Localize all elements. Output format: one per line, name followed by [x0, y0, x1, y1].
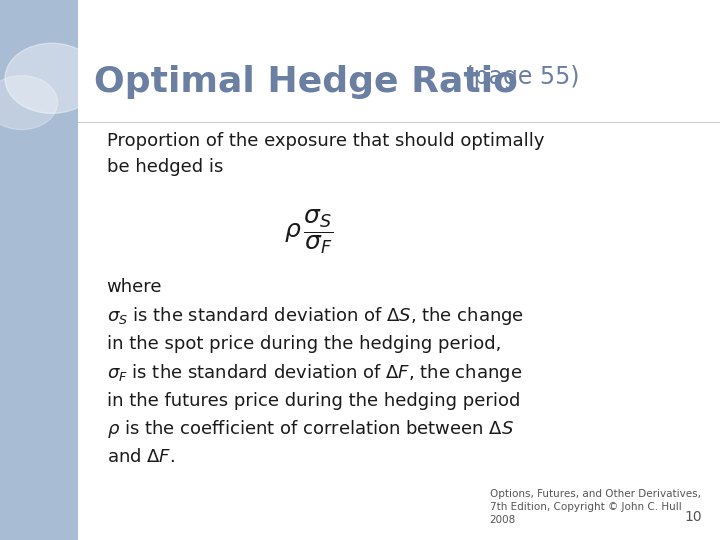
Circle shape — [0, 76, 58, 130]
Text: $\sigma_F$ is the standard deviation of Δ$F$, the change
in the futures price du: $\sigma_F$ is the standard deviation of … — [107, 362, 522, 409]
Text: $\rho\,\dfrac{\sigma_S}{\sigma_F}$: $\rho\,\dfrac{\sigma_S}{\sigma_F}$ — [284, 208, 334, 256]
Text: 10: 10 — [685, 510, 702, 524]
Text: Proportion of the exposure that should optimally
be hedged is: Proportion of the exposure that should o… — [107, 132, 544, 176]
Bar — [0, 0, 78, 540]
Text: Options, Futures, and Other Derivatives,
7th Edition, Copyright © John C. Hull
2: Options, Futures, and Other Derivatives,… — [490, 489, 701, 525]
Text: Optimal Hedge Ratio: Optimal Hedge Ratio — [94, 65, 518, 99]
Text: (page 55): (page 55) — [457, 65, 580, 89]
Text: $\rho$ is the coefficient of correlation between Δ$S$
and Δ$F$.: $\rho$ is the coefficient of correlation… — [107, 418, 513, 466]
Circle shape — [5, 43, 99, 113]
Text: where: where — [107, 278, 162, 296]
Text: $\sigma_S$ is the standard deviation of Δ$S$, the change
in the spot price durin: $\sigma_S$ is the standard deviation of … — [107, 305, 523, 353]
